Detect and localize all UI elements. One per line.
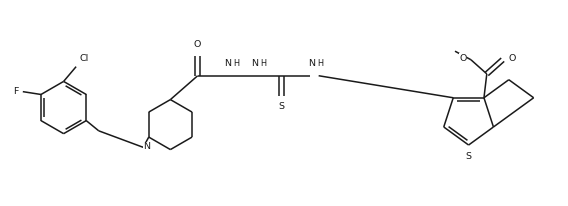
Text: N: N (308, 59, 315, 68)
Text: H: H (318, 59, 324, 68)
Text: S: S (279, 102, 285, 111)
Text: O: O (460, 54, 467, 62)
Text: F: F (13, 87, 18, 96)
Text: Cl: Cl (80, 54, 89, 63)
Text: N: N (144, 142, 151, 151)
Text: S: S (466, 152, 471, 162)
Text: H: H (261, 59, 267, 68)
Text: N: N (224, 59, 231, 68)
Text: N: N (251, 59, 258, 68)
Text: O: O (508, 54, 516, 63)
Text: O: O (194, 40, 201, 49)
Text: H: H (233, 59, 240, 68)
